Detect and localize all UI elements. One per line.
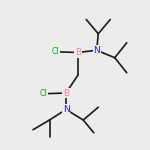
- Text: B: B: [63, 88, 69, 98]
- Text: N: N: [63, 105, 69, 114]
- Text: Cl: Cl: [52, 47, 59, 56]
- Text: N: N: [93, 46, 100, 55]
- Text: Cl: Cl: [40, 89, 47, 98]
- Text: B: B: [75, 48, 81, 57]
